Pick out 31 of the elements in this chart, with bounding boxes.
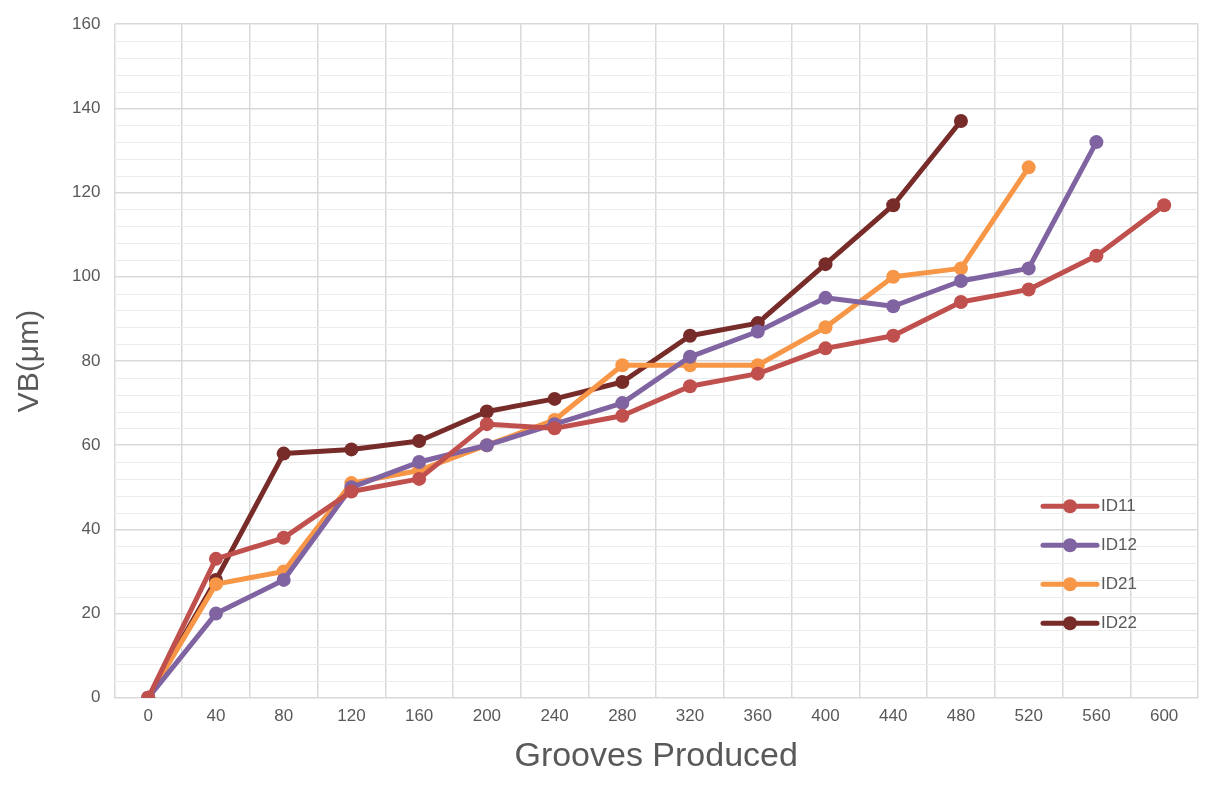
x-tick-label: 320 xyxy=(675,705,705,725)
legend-label: ID12 xyxy=(1101,534,1137,554)
y-axis-title: VB(μm) xyxy=(11,309,45,413)
y-tick-label: 20 xyxy=(81,603,101,623)
y-tick-label: 160 xyxy=(71,13,101,33)
x-tick-label: 160 xyxy=(404,705,434,725)
legend-label: ID21 xyxy=(1101,573,1137,593)
x-tick-label: 360 xyxy=(743,705,772,725)
y-tick-label: 60 xyxy=(81,434,101,454)
x-tick-label: 440 xyxy=(879,705,908,725)
x-tick-label: 560 xyxy=(1082,705,1111,725)
x-tick-label: 0 xyxy=(143,705,153,725)
x-axis-title: Grooves Produced xyxy=(514,734,798,773)
y-tick-label: 120 xyxy=(71,182,101,202)
legend-label: ID22 xyxy=(1101,612,1137,632)
x-tick-label: 480 xyxy=(946,705,976,725)
legend-label: ID11 xyxy=(1101,495,1136,515)
x-tick-label: 80 xyxy=(274,705,294,725)
x-tick-label: 120 xyxy=(337,705,366,725)
y-tick-label: 140 xyxy=(71,98,101,118)
y-tick-label: 0 xyxy=(90,687,101,707)
x-tick-label: 600 xyxy=(1149,705,1179,725)
x-tick-label: 400 xyxy=(811,705,840,725)
x-tick-label: 40 xyxy=(206,705,226,725)
x-tick-label: 280 xyxy=(608,705,637,725)
x-tick-label: 520 xyxy=(1014,705,1043,725)
y-tick-label: 100 xyxy=(71,266,101,286)
y-tick-label: 80 xyxy=(81,350,101,370)
x-tick-label: 200 xyxy=(472,705,502,725)
x-tick-label: 240 xyxy=(540,705,569,725)
y-tick-label: 40 xyxy=(81,519,101,539)
